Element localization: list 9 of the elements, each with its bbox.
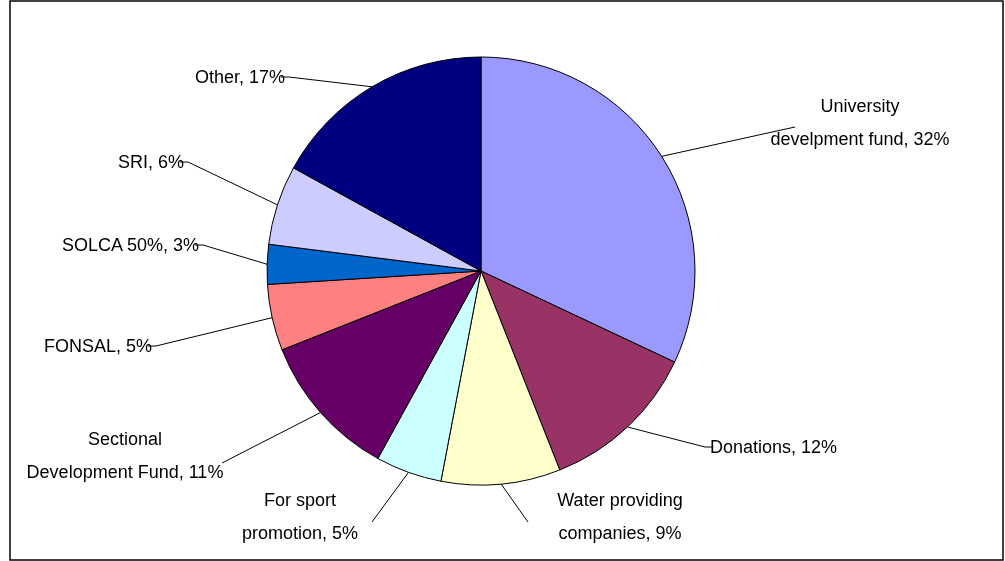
slice-label: Donations, 12% — [710, 437, 838, 457]
slice-label: Other, 17% — [194, 67, 285, 87]
slice-label: FONSAL, 5% — [43, 336, 152, 356]
slice-label: For sport promotion, 5% — [241, 490, 359, 543]
slice-label: SOLCA 50%, 3% — [61, 235, 199, 255]
slice-label: University develpment fund, 32% — [770, 96, 950, 149]
slice-label: Sectional Development Fund, 11% — [26, 429, 224, 482]
legend-label: Water providing companies, 9% — [557, 490, 683, 543]
slice-label: SRI, 6% — [117, 152, 184, 172]
